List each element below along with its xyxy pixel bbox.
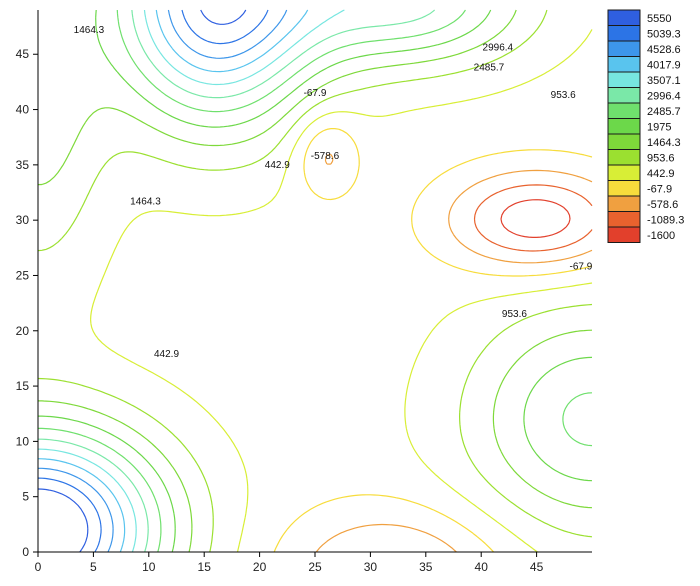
- legend-swatch: [607, 56, 641, 73]
- contour-level-0: [37, 9, 247, 553]
- legend-label: -1600: [647, 230, 675, 242]
- legend-swatch: [607, 180, 641, 197]
- contour-label: -67.9: [570, 262, 593, 273]
- y-tick-label: 15: [16, 379, 30, 393]
- contour-level-5: [38, 9, 435, 553]
- legend-label: 1464.3: [647, 137, 681, 149]
- contour-label: -67.9: [304, 88, 327, 99]
- contour-level-9: [37, 9, 593, 553]
- x-tick-label: 10: [142, 560, 156, 574]
- y-tick-label: 25: [16, 268, 30, 282]
- legend-label: 4017.9: [647, 59, 681, 71]
- y-tick-label: 0: [22, 545, 29, 559]
- legend-swatch: [607, 164, 641, 181]
- x-tick-label: 0: [35, 560, 42, 574]
- contour-label: 953.6: [502, 309, 527, 320]
- y-tick-label: 20: [16, 324, 30, 338]
- contour-label: 442.9: [154, 349, 179, 360]
- y-tick-label: 35: [16, 158, 30, 172]
- contour-label: 2485.7: [474, 63, 505, 74]
- legend-label: -1089.3: [647, 214, 684, 226]
- legend-label: 442.9: [647, 168, 675, 180]
- legend-swatch: [607, 211, 641, 228]
- legend-swatch: [607, 118, 641, 135]
- contour-label: 2996.4: [483, 43, 514, 54]
- legend-swatch: [607, 87, 641, 104]
- contour-level-14: [500, 199, 571, 238]
- x-tick-label: 20: [253, 560, 267, 574]
- legend-swatch: [607, 133, 641, 150]
- legend-swatch: [607, 102, 641, 119]
- axes: 0 5 10 15 20 25 30 35 40 45 0 5 10 15 20 25 30 35 40 45: [16, 10, 592, 574]
- contour-labels: 1464.3 2996.4 2485.7 953.6 -67.9 -578.6 442.9 1…: [74, 25, 593, 360]
- legend-label: 4528.6: [647, 44, 681, 56]
- x-tick-label: 35: [419, 560, 433, 574]
- contour-level-1: [37, 9, 269, 553]
- x-tick-label: 5: [90, 560, 97, 574]
- legend-label: 5550: [647, 13, 671, 25]
- legend-swatch: [607, 9, 641, 26]
- contour-level-10: [90, 29, 593, 553]
- legend-swatch: [607, 195, 641, 212]
- legend-label: -67.9: [647, 183, 672, 195]
- contour-level-7: [38, 9, 593, 553]
- x-tick-label: 45: [530, 560, 544, 574]
- y-tick-label: 40: [16, 103, 30, 117]
- contour-level-2: [38, 9, 288, 553]
- legend-label: 2485.7: [647, 106, 681, 118]
- x-tick-label: 30: [364, 560, 378, 574]
- contour-level-4: [37, 9, 345, 553]
- y-tick-label: 10: [16, 434, 30, 448]
- legend-swatch: [607, 71, 641, 88]
- y-tick-label: 5: [22, 490, 29, 504]
- y-tick-label: 45: [16, 47, 30, 61]
- legend-label: 3507.1: [647, 75, 681, 87]
- legend-swatch: [607, 226, 641, 243]
- legend-swatch: [607, 25, 641, 42]
- x-tick-label: 15: [198, 560, 212, 574]
- contour-level-11: [273, 128, 593, 553]
- contour-level-12: [315, 153, 593, 553]
- legend-label: 953.6: [647, 152, 675, 164]
- legend-swatch: [607, 149, 641, 166]
- contour-label: -578.6: [311, 151, 340, 162]
- contour-label: 442.9: [265, 160, 290, 171]
- x-tick-label: 25: [308, 560, 322, 574]
- legend-swatch: [607, 40, 641, 57]
- contour-level-8: [37, 9, 593, 553]
- y-tick-label: 30: [16, 213, 30, 227]
- legend-label: 5039.3: [647, 28, 681, 40]
- contour-label: 1464.3: [130, 196, 161, 207]
- contour-level-3: [37, 9, 309, 553]
- legend: 5550 5039.3 4528.6 4017.9 3507.1 2996.4 2485.7…: [607, 9, 684, 243]
- contour-label: 953.6: [551, 90, 576, 101]
- contour-level-6: [38, 9, 593, 553]
- contour-label: 1464.3: [74, 25, 105, 36]
- x-tick-label: 40: [475, 560, 489, 574]
- contour-lines: [37, 9, 593, 553]
- legend-label: 2996.4: [647, 90, 681, 102]
- contour-level-13: [473, 184, 593, 252]
- legend-label: -578.6: [647, 199, 678, 211]
- legend-label: 1975: [647, 121, 671, 133]
